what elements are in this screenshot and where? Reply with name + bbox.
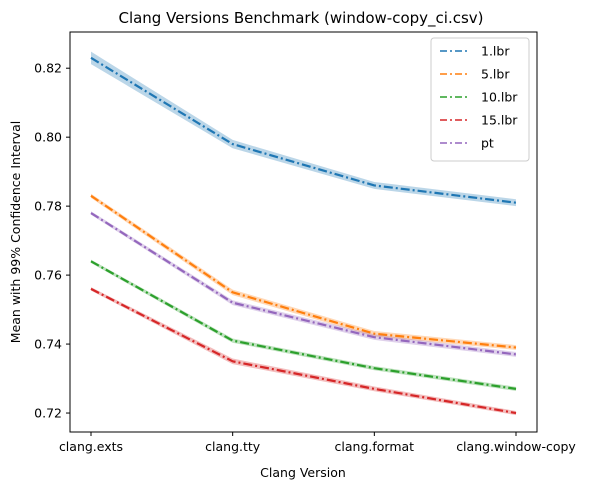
legend-label: 1.lbr: [481, 44, 510, 59]
legend-label: 10.lbr: [481, 90, 518, 105]
series-pt-ci-band: [91, 211, 516, 357]
legend-item-10-lbr: 10.lbr: [440, 90, 518, 105]
series-5-lbr-ci-band: [91, 193, 516, 350]
y-tick-label: 0.80: [34, 130, 62, 145]
y-tick-label: 0.76: [34, 268, 62, 283]
plot-frame: [69, 31, 538, 433]
legend-item-1-lbr: 1.lbr: [440, 44, 510, 59]
legend-box: [430, 37, 530, 162]
y-tick-label: 0.78: [34, 199, 62, 214]
y-tick-label: 0.82: [34, 61, 62, 76]
x-tick-label: clang.window-copy: [456, 439, 576, 454]
x-tick-label: clang.tty: [205, 439, 261, 454]
series-5-lbr-line: [90, 194, 517, 349]
chart-title: Clang Versions Benchmark (window-copy_ci…: [118, 9, 483, 28]
series-pt-line: [90, 212, 517, 356]
plot-area: [90, 51, 517, 416]
y-tick-label: 0.72: [34, 406, 62, 421]
series-1-lbr: [90, 51, 517, 207]
x-axis-label: Clang Version: [260, 465, 346, 480]
x-tick-label: clang.format: [335, 439, 415, 454]
legend-label: pt: [481, 136, 494, 151]
series-10-lbr-line: [90, 260, 517, 390]
series-pt: [90, 211, 517, 357]
y-tick-label: 0.74: [34, 337, 62, 352]
legend-item-15-lbr: 15.lbr: [440, 113, 518, 128]
legend-label: 5.lbr: [481, 67, 510, 82]
x-axis: clang.exts clang.tty clang.format clang.win…: [59, 432, 576, 454]
legend-item-5-lbr: 5.lbr: [440, 67, 510, 82]
x-tick-label: clang.exts: [59, 439, 123, 454]
legend-item-pt: pt: [440, 136, 494, 151]
y-axis-label: Mean with 99% Confidence Interval: [8, 121, 23, 343]
legend-label: 15.lbr: [481, 113, 518, 128]
legend: 1.lbr 5.lbr 10.lbr 15.lbr pt: [430, 37, 530, 162]
series-10-lbr: [90, 259, 517, 391]
series-15-lbr: [90, 287, 517, 416]
series-15-lbr-line: [90, 287, 517, 415]
series-1-lbr-line: [90, 56, 517, 204]
y-axis: 0.72 0.74 0.76 0.78 0.80 0.82: [34, 61, 70, 421]
series-15-lbr-ci-band: [91, 287, 516, 416]
series-5-lbr: [90, 193, 517, 350]
series-10-lbr-ci-band: [91, 259, 516, 391]
